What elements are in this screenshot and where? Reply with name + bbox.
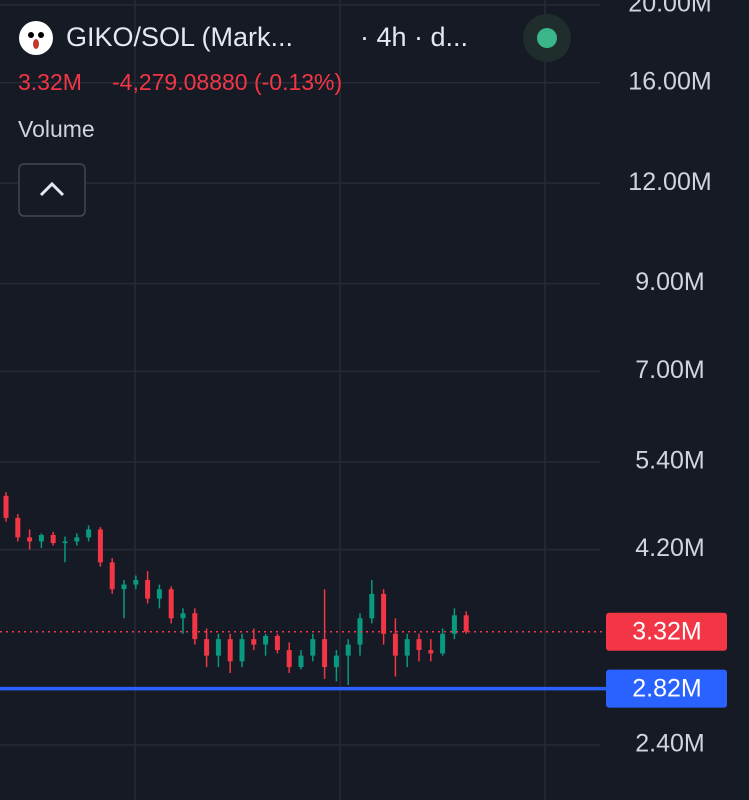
status-dot bbox=[537, 28, 557, 48]
candle-body bbox=[145, 580, 151, 599]
candle-body bbox=[50, 534, 56, 544]
candle-body bbox=[274, 635, 280, 651]
candle-body bbox=[451, 615, 457, 634]
candle-body bbox=[286, 650, 292, 668]
candle-body bbox=[416, 639, 422, 651]
candle-body bbox=[251, 639, 257, 645]
candle-body bbox=[227, 639, 233, 662]
candle-body bbox=[369, 593, 375, 619]
candle-body bbox=[404, 639, 410, 656]
candle-body bbox=[263, 635, 269, 645]
candle-body bbox=[463, 615, 469, 632]
candle-body bbox=[62, 541, 68, 544]
price-label: 2.82M bbox=[632, 674, 701, 702]
grid bbox=[0, 0, 600, 800]
candle-body bbox=[428, 650, 434, 654]
indicator-label[interactable]: Volume bbox=[18, 116, 95, 142]
candle-body bbox=[38, 534, 44, 542]
candle-body bbox=[109, 562, 115, 590]
icon-eye bbox=[38, 32, 44, 38]
symbol-icon[interactable] bbox=[19, 21, 53, 55]
candle-body bbox=[133, 580, 139, 585]
header: GIKO/SOL (Mark... · 4h · d... 3.32M -4,2… bbox=[18, 14, 571, 217]
candle-body bbox=[392, 633, 398, 656]
candle-body bbox=[381, 593, 387, 634]
collapse-button[interactable] bbox=[18, 163, 86, 217]
candle-body bbox=[3, 495, 9, 518]
candle-body bbox=[298, 655, 304, 668]
candle-body bbox=[440, 633, 446, 654]
y-tick-label: 2.40M bbox=[635, 730, 704, 758]
y-tick-label: 16.00M bbox=[628, 67, 711, 95]
symbol-title[interactable]: GIKO/SOL (Mark... bbox=[66, 22, 293, 52]
price-change: -4,279.08880 (-0.13%) bbox=[112, 69, 342, 95]
y-axis: 20.00M 16.00M 12.00M 9.00M 7.00M 5.40M 4.20M 2.… bbox=[606, 0, 727, 758]
y-tick-label: 12.00M bbox=[628, 168, 711, 196]
icon-mouth bbox=[33, 39, 39, 49]
last-price: 3.32M bbox=[18, 69, 82, 95]
price-label-box bbox=[606, 669, 727, 708]
y-tick-label: 20.00M bbox=[628, 0, 711, 17]
y-tick-label: 7.00M bbox=[635, 356, 704, 384]
candle-body bbox=[215, 639, 221, 656]
plot bbox=[0, 492, 606, 691]
chevron-up bbox=[39, 181, 65, 197]
candle-body bbox=[121, 584, 127, 590]
y-tick-label: 9.00M bbox=[635, 268, 704, 296]
candle-body bbox=[310, 639, 316, 656]
candle-body bbox=[74, 537, 80, 542]
candle-body bbox=[15, 517, 21, 538]
candle-body bbox=[156, 589, 162, 599]
candle-body bbox=[192, 613, 198, 640]
y-tick-label: 5.40M bbox=[635, 447, 704, 475]
candle-body bbox=[322, 639, 328, 668]
price-label-box bbox=[606, 612, 727, 651]
candle-body bbox=[239, 639, 245, 662]
candle-body bbox=[168, 589, 174, 619]
candle-body bbox=[97, 529, 103, 563]
candle-body bbox=[204, 639, 210, 656]
icon-eye bbox=[28, 32, 34, 38]
interval[interactable]: · 4h · d... bbox=[360, 22, 468, 52]
candle-body bbox=[333, 655, 339, 668]
candle-body bbox=[27, 537, 33, 542]
candle-body bbox=[86, 529, 92, 538]
candle-body bbox=[180, 613, 186, 619]
price-label: 3.32M bbox=[632, 617, 701, 645]
candle-body bbox=[345, 644, 351, 656]
y-tick-label: 4.20M bbox=[635, 534, 704, 562]
